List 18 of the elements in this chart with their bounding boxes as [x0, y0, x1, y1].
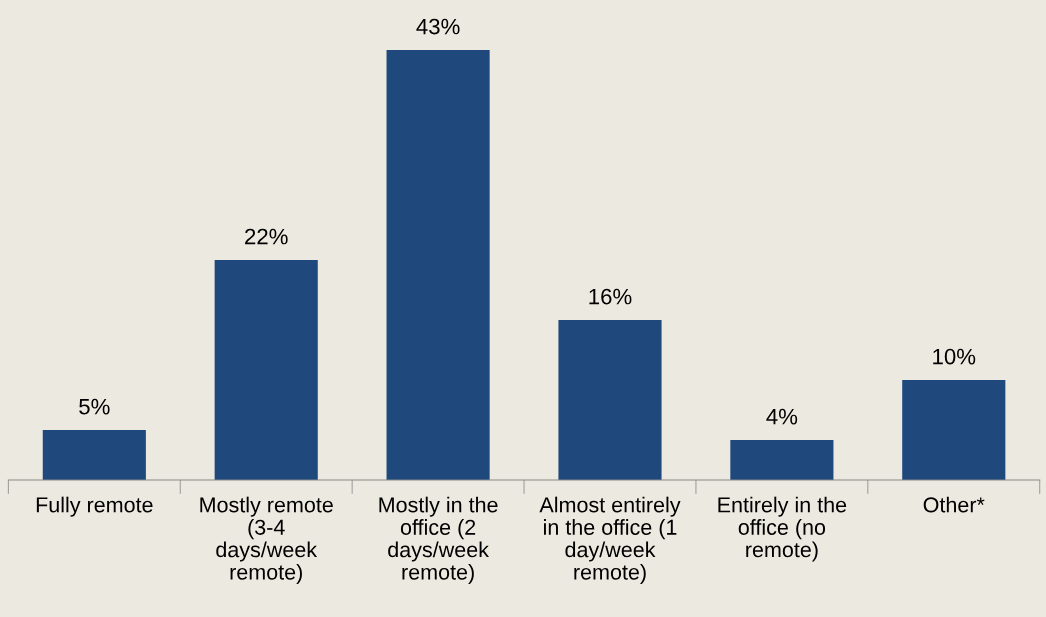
x-tick-label: Fully remote: [36, 496, 153, 517]
x-tick-label: Entirely in the office (no remote): [718, 496, 847, 562]
x-tick-label: Almost entirely in the office (1 day/week remote): [539, 496, 681, 584]
data-label: 43%: [416, 18, 460, 35]
bar: [386, 49, 490, 480]
bar: [902, 379, 1006, 480]
bar: [730, 439, 834, 480]
data-label: 10%: [933, 348, 976, 365]
bar: [214, 259, 318, 480]
data-label: 4%: [766, 408, 798, 425]
data-label: 22%: [245, 228, 288, 245]
bar: [42, 429, 146, 480]
data-label: 5%: [79, 398, 110, 415]
x-tick-label: Mostly remote (3-4 days/week remote): [200, 496, 333, 584]
x-tick-label: Other*: [923, 496, 985, 513]
bar: [558, 319, 662, 480]
x-tick-label: Mostly in the office (2 days/week remote): [379, 496, 498, 584]
data-label: 16%: [589, 288, 632, 305]
